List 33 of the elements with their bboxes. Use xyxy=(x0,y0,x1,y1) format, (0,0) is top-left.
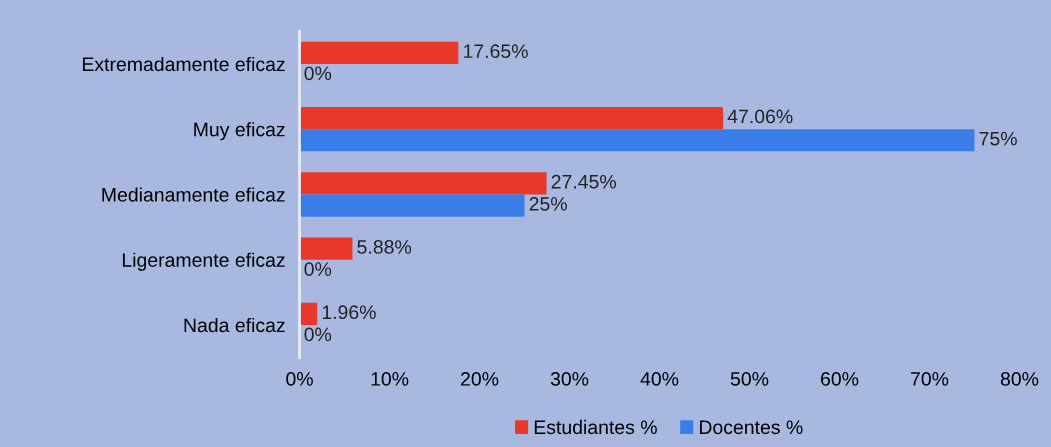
x-tick-label: 60% xyxy=(821,372,859,386)
data-label: 0% xyxy=(304,262,332,277)
bar xyxy=(299,129,975,152)
bar xyxy=(299,172,547,195)
data-label: 25% xyxy=(529,196,567,211)
y-tick-label: Muy eficaz xyxy=(194,122,285,141)
x-tick-label: 0% xyxy=(286,372,313,386)
bar xyxy=(299,194,525,217)
y-tick-label: Ligeramente eficaz xyxy=(122,252,285,271)
data-label: 47.06% xyxy=(727,109,793,124)
x-tick-label: 20% xyxy=(461,372,499,386)
x-tick-label: 70% xyxy=(911,372,949,386)
legend-label: Docentes % xyxy=(700,420,803,435)
y-tick-label: Medianamente eficaz xyxy=(102,187,285,202)
bar xyxy=(299,237,353,260)
data-label: 75% xyxy=(979,131,1017,146)
data-label: 17.65% xyxy=(464,44,528,59)
x-tick-label: 80% xyxy=(1000,372,1039,386)
x-tick-label: 30% xyxy=(550,372,589,386)
x-tick-label: 50% xyxy=(730,372,769,386)
legend-label: Estudiantes % xyxy=(534,419,657,435)
data-label: 0% xyxy=(304,66,332,81)
data-label: 5.88% xyxy=(357,240,412,254)
bar xyxy=(299,302,318,325)
x-tick-label: 40% xyxy=(640,372,679,386)
bar xyxy=(299,106,724,130)
data-label: 0% xyxy=(304,327,332,342)
x-tick-label: 10% xyxy=(371,372,409,386)
data-label: 1.96% xyxy=(322,305,376,320)
data-label: 27.45% xyxy=(551,174,616,189)
y-tick-label: Nada eficaz xyxy=(184,317,285,333)
y-tick-label: Extremadamente eficaz xyxy=(82,56,285,72)
bar xyxy=(299,41,459,64)
